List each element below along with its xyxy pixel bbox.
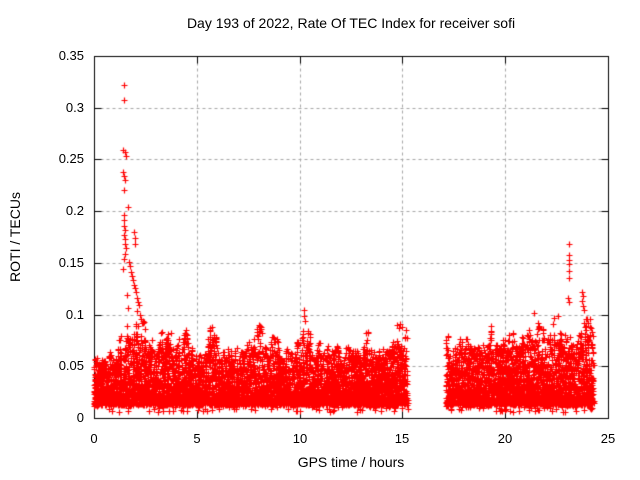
y-tick-label: 0.25 — [58, 151, 84, 166]
x-tick-label: 15 — [394, 431, 410, 446]
y-tick-label: 0.2 — [65, 203, 84, 218]
y-tick-label: 0.1 — [65, 307, 84, 322]
y-tick-label: 0.15 — [58, 255, 84, 270]
x-tick-label: 25 — [600, 431, 616, 446]
y-axis-label: ROTI / TECUs — [7, 192, 23, 282]
x-axis-label: GPS time / hours — [297, 454, 405, 470]
x-tick-label: 20 — [497, 431, 513, 446]
x-tick-label: 0 — [90, 431, 98, 446]
y-tick-label: 0.05 — [58, 358, 84, 373]
x-tick-label: 10 — [292, 431, 308, 446]
chart-title: Day 193 of 2022, Rate Of TEC Index for r… — [186, 15, 516, 31]
y-tick-label: 0.35 — [58, 48, 84, 63]
y-tick-label: 0.3 — [65, 100, 84, 115]
y-tick-label: 0 — [76, 410, 84, 425]
x-tick-label: 5 — [193, 431, 201, 446]
